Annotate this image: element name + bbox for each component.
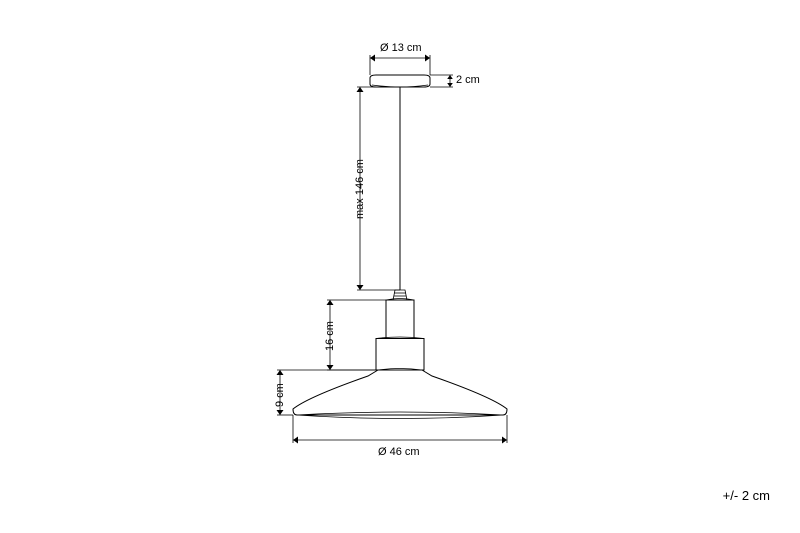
- tolerance-note: +/- 2 cm: [723, 488, 770, 503]
- diagram-stage: Ø 13 cm 2 cm max 146 cm 16 cm 9 cm Ø 46 …: [0, 0, 800, 533]
- label-cord-max: max 146 cm: [354, 159, 366, 219]
- label-shade-height: 9 cm: [274, 383, 286, 407]
- label-neck-height: 16 cm: [324, 321, 336, 351]
- label-canopy-height: 2 cm: [456, 74, 480, 86]
- label-shade-diameter: Ø 46 cm: [378, 446, 420, 458]
- label-canopy-diameter: Ø 13 cm: [380, 42, 422, 54]
